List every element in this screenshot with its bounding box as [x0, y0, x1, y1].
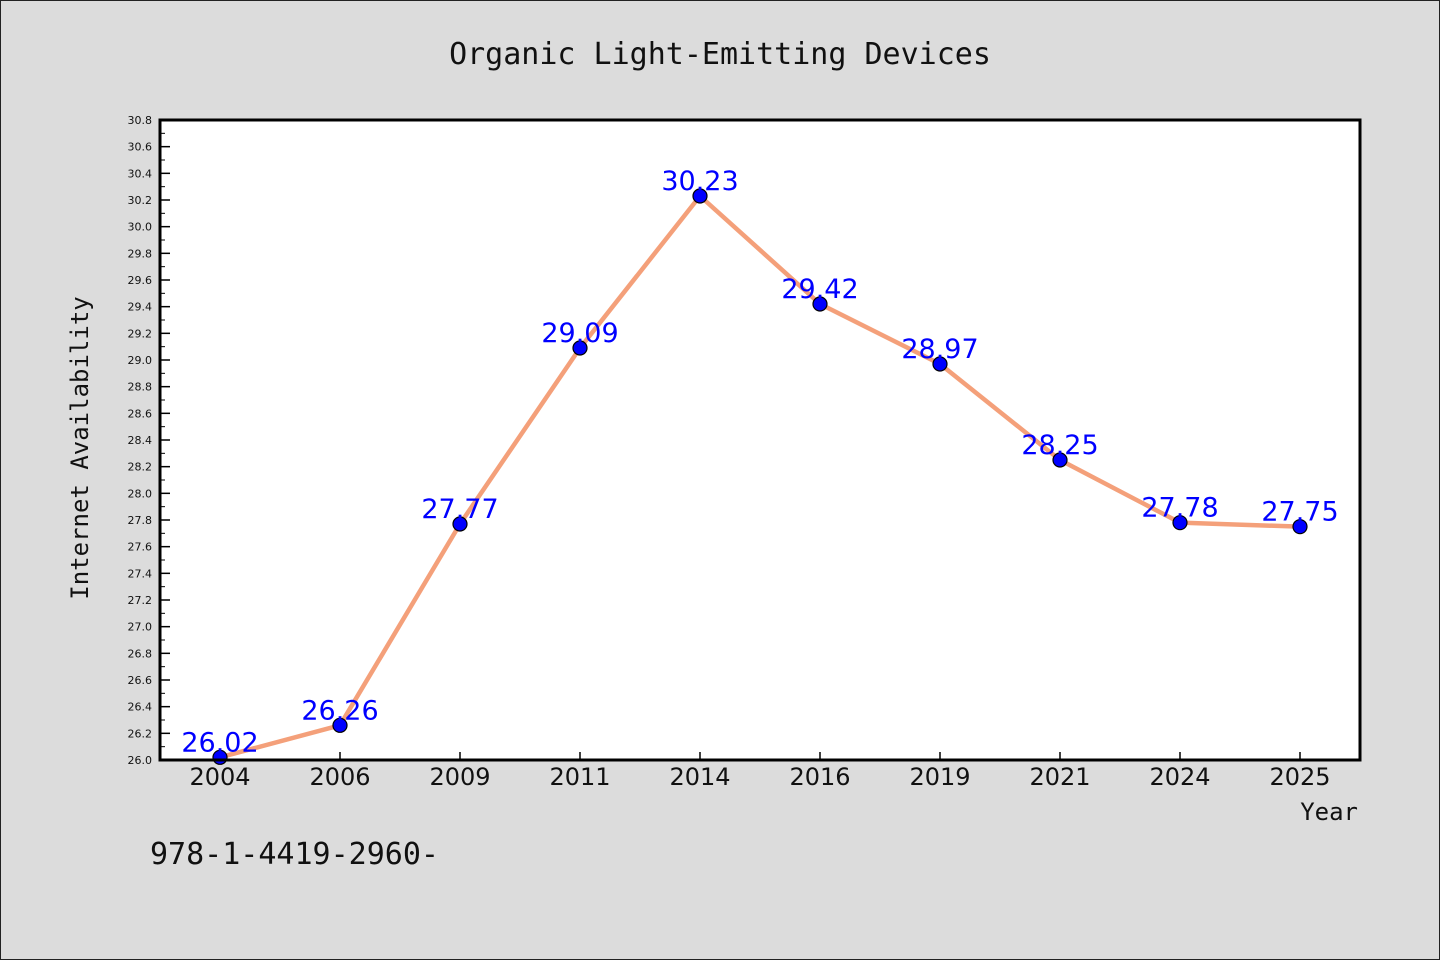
data-point [572, 340, 588, 356]
y-tick-label: 26.8 [128, 647, 153, 660]
data-point [332, 717, 348, 733]
y-tick-label: 28.8 [128, 381, 153, 394]
y-tick-label: 28.2 [128, 461, 153, 474]
data-label: 28.97 [901, 334, 978, 365]
x-tick-label: 2021 [1029, 763, 1090, 791]
data-label: 28.25 [1021, 430, 1098, 461]
data-label: 29.42 [781, 274, 858, 305]
data-label: 26.02 [181, 727, 258, 758]
x-tick-label: 2011 [549, 763, 610, 791]
y-tick-label: 27.2 [128, 594, 153, 607]
x-tick-label: 2019 [909, 763, 970, 791]
y-tick-label: 30.8 [128, 114, 153, 127]
data-point [692, 188, 708, 204]
y-tick-label: 28.0 [128, 487, 153, 500]
y-tick-label: 26.2 [128, 727, 153, 740]
plot-area [160, 120, 1360, 760]
data-label: 27.77 [421, 494, 498, 525]
y-tick-label: 27.0 [128, 621, 153, 634]
y-tick-label: 29.0 [128, 354, 153, 367]
y-tick-label: 30.2 [128, 194, 153, 207]
data-series [212, 188, 1308, 765]
y-tick-label: 28.6 [128, 407, 153, 420]
y-tick-label: 26.4 [128, 701, 153, 714]
y-tick-label: 30.0 [128, 221, 153, 234]
y-tick-label: 27.6 [128, 541, 153, 554]
x-axis-label: Year [1300, 798, 1358, 826]
x-tick-label: 2004 [189, 763, 250, 791]
data-point [1052, 452, 1068, 468]
y-tick-label: 29.6 [128, 274, 153, 287]
y-tick-label: 26.0 [128, 754, 153, 767]
x-tick-label: 2025 [1269, 763, 1330, 791]
data-point [812, 296, 828, 312]
data-point [1172, 515, 1188, 531]
plot-border [158, 118, 1362, 762]
footer-code: 978-1-4419-2960- [150, 837, 439, 872]
data-point [932, 356, 948, 372]
y-tick-label: 27.4 [128, 567, 153, 580]
series-line [217, 193, 1303, 760]
data-point [452, 516, 468, 532]
y-tick-label: 30.4 [128, 167, 153, 180]
y-tick-label: 30.6 [128, 141, 153, 154]
y-tick-label: 27.8 [128, 514, 153, 527]
data-label: 26.26 [301, 695, 378, 726]
data-label: 27.78 [1141, 493, 1218, 524]
x-tick-label: 2024 [1149, 763, 1210, 791]
y-tick-label: 29.2 [128, 327, 153, 340]
x-tick-label: 2006 [309, 763, 370, 791]
data-label: 27.75 [1261, 497, 1338, 528]
y-tick-label: 26.6 [128, 674, 153, 687]
y-tick-label: 28.4 [128, 434, 153, 447]
x-tick-label: 2016 [789, 763, 850, 791]
y-axis: 26.0 26.2 26.4 26.6 26.8 27.0 27.2 27.4 27.6 27.8… [128, 114, 170, 767]
data-labels: 26.02 26.26 27.77 29.09 30.23 29.42 28.97 28.25… [181, 166, 1338, 758]
data-label: 30.23 [661, 166, 738, 197]
chart-title: Organic Light-Emitting Devices [449, 37, 991, 72]
y-axis-label: Internet Availability [66, 296, 94, 599]
y-tick-label: 29.8 [128, 247, 153, 260]
data-label: 29.09 [541, 318, 618, 349]
y-tick-label: 29.4 [128, 301, 153, 314]
x-tick-label: 2009 [429, 763, 490, 791]
data-point [1292, 519, 1308, 535]
x-tick-label: 2014 [669, 763, 730, 791]
